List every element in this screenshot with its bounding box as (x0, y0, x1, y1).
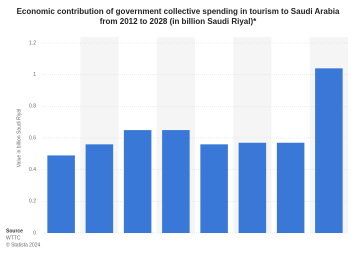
bar (200, 144, 228, 233)
copyright: © Statista 2024 (6, 241, 40, 248)
bar (276, 142, 305, 233)
y-tick-label: 0.2 (29, 199, 36, 205)
title-line: Economic contribution of government coll… (17, 7, 340, 16)
bar (162, 130, 190, 233)
y-axis-label: Value in billion Saudi Riyal (16, 109, 22, 168)
y-tick-label: 0 (33, 230, 36, 236)
bar (47, 155, 75, 233)
y-tick-label: 0.6 (29, 135, 36, 141)
chart-title: Economic contribution of government coll… (17, 7, 340, 26)
y-tick-label: 1.2 (29, 40, 36, 46)
y-tick-label: 0.4 (29, 167, 36, 173)
title-line: from 2012 to 2028 (in billion Saudi Riya… (100, 17, 257, 26)
source-label: Source (6, 228, 23, 234)
bar (85, 144, 114, 233)
bar (123, 130, 152, 233)
y-tick-label: 1 (33, 72, 36, 78)
bar (315, 68, 343, 233)
bar (238, 142, 267, 233)
source: WTTC (6, 235, 21, 241)
y-tick-label: 0.8 (29, 104, 36, 110)
